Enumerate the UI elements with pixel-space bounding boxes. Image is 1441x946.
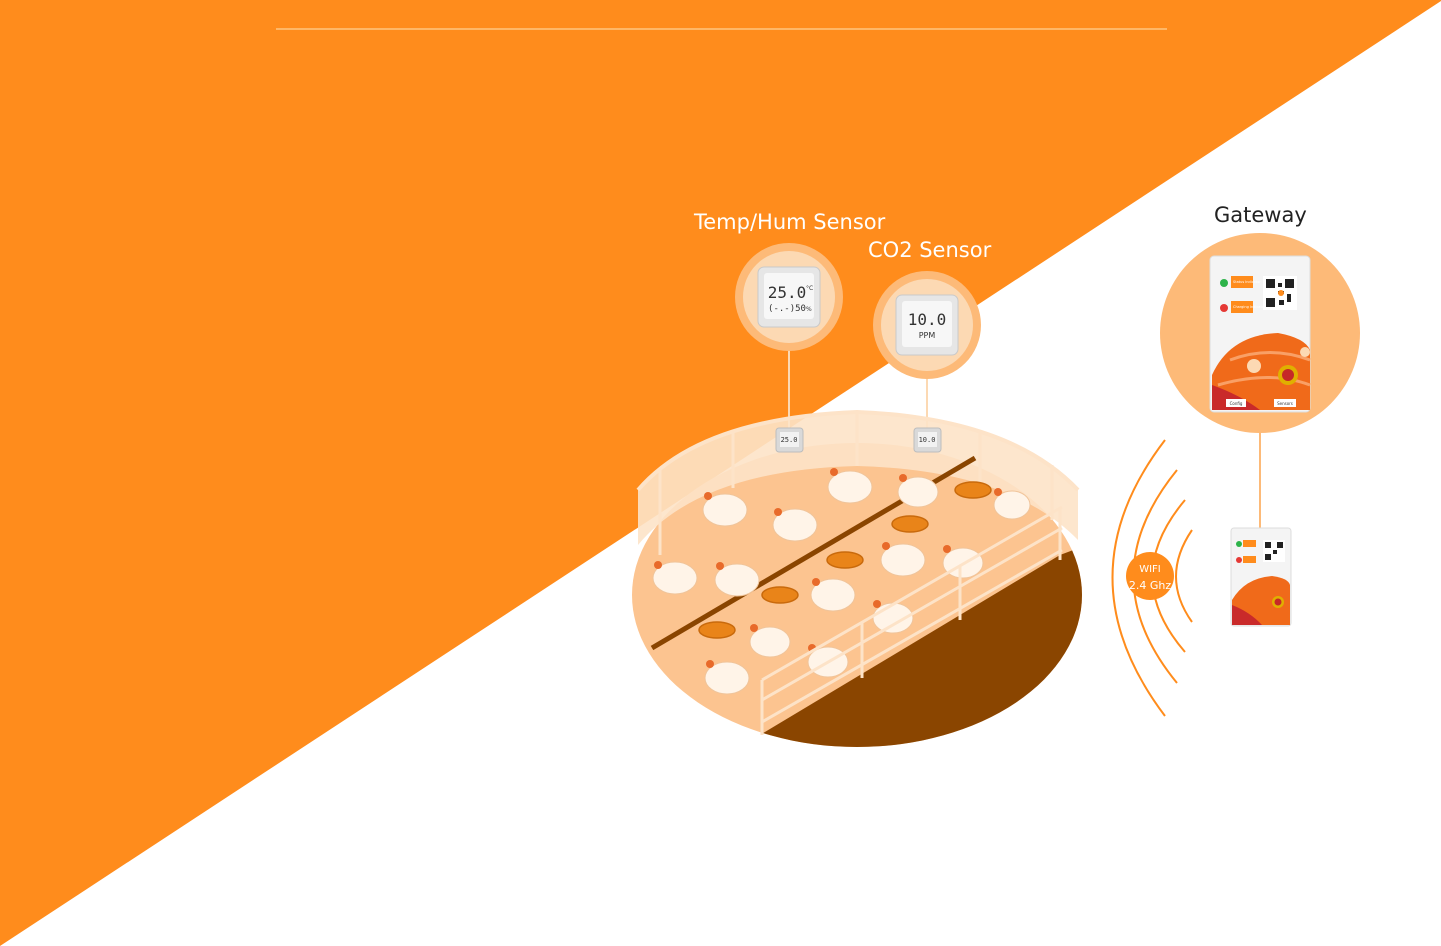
small-gateway-device: [1230, 527, 1292, 627]
wall-temp-sensor: 25.0: [775, 427, 804, 453]
sensors-label: Sensors: [1277, 401, 1293, 406]
temp-hum-sensor-bubble: 25.0 °C (-.-)50 %: [735, 243, 843, 351]
co2-sensor-title: CO2 Sensor: [868, 238, 992, 262]
charging-indicator-label: Charging Indicator: [1233, 305, 1266, 309]
poultry-pen: 25.0 10.0: [632, 409, 1082, 747]
humidity-unit: %: [806, 306, 812, 313]
gateway-bubble: Status Indicator Charging Indicator Conf…: [1160, 233, 1360, 433]
pen-front-fence: [760, 505, 1063, 735]
pen-back-wall: [638, 412, 1078, 545]
wall-co2-sensor: 10.0: [913, 427, 942, 453]
svg-text:25.0: 25.0: [781, 436, 798, 444]
status-indicator-label: Status Indicator: [1233, 280, 1261, 284]
co2-sensor-bubble: 10.0 PPM: [873, 271, 981, 379]
temp-unit: °C: [806, 285, 813, 292]
status-light-icon: [1220, 279, 1228, 287]
wifi-label: WIFI: [1139, 564, 1161, 575]
co2-unit: PPM: [919, 331, 936, 340]
chickens: [652, 468, 1031, 695]
wifi-badge: WIFI 2.4 Ghz: [1126, 552, 1174, 600]
co2-reading: 10.0: [908, 310, 947, 329]
gateway-title: Gateway: [1214, 203, 1307, 227]
wifi-frequency: 2.4 Ghz: [1129, 579, 1171, 592]
svg-text:10.0: 10.0: [919, 436, 936, 444]
charging-light-icon: [1220, 304, 1228, 312]
humidity-reading: (-.-)50: [768, 304, 806, 314]
temp-reading: 25.0: [768, 283, 807, 302]
temp-hum-sensor-title: Temp/Hum Sensor: [694, 210, 886, 234]
config-label: Config: [1230, 401, 1243, 406]
qr-code-icon: [1263, 276, 1297, 310]
